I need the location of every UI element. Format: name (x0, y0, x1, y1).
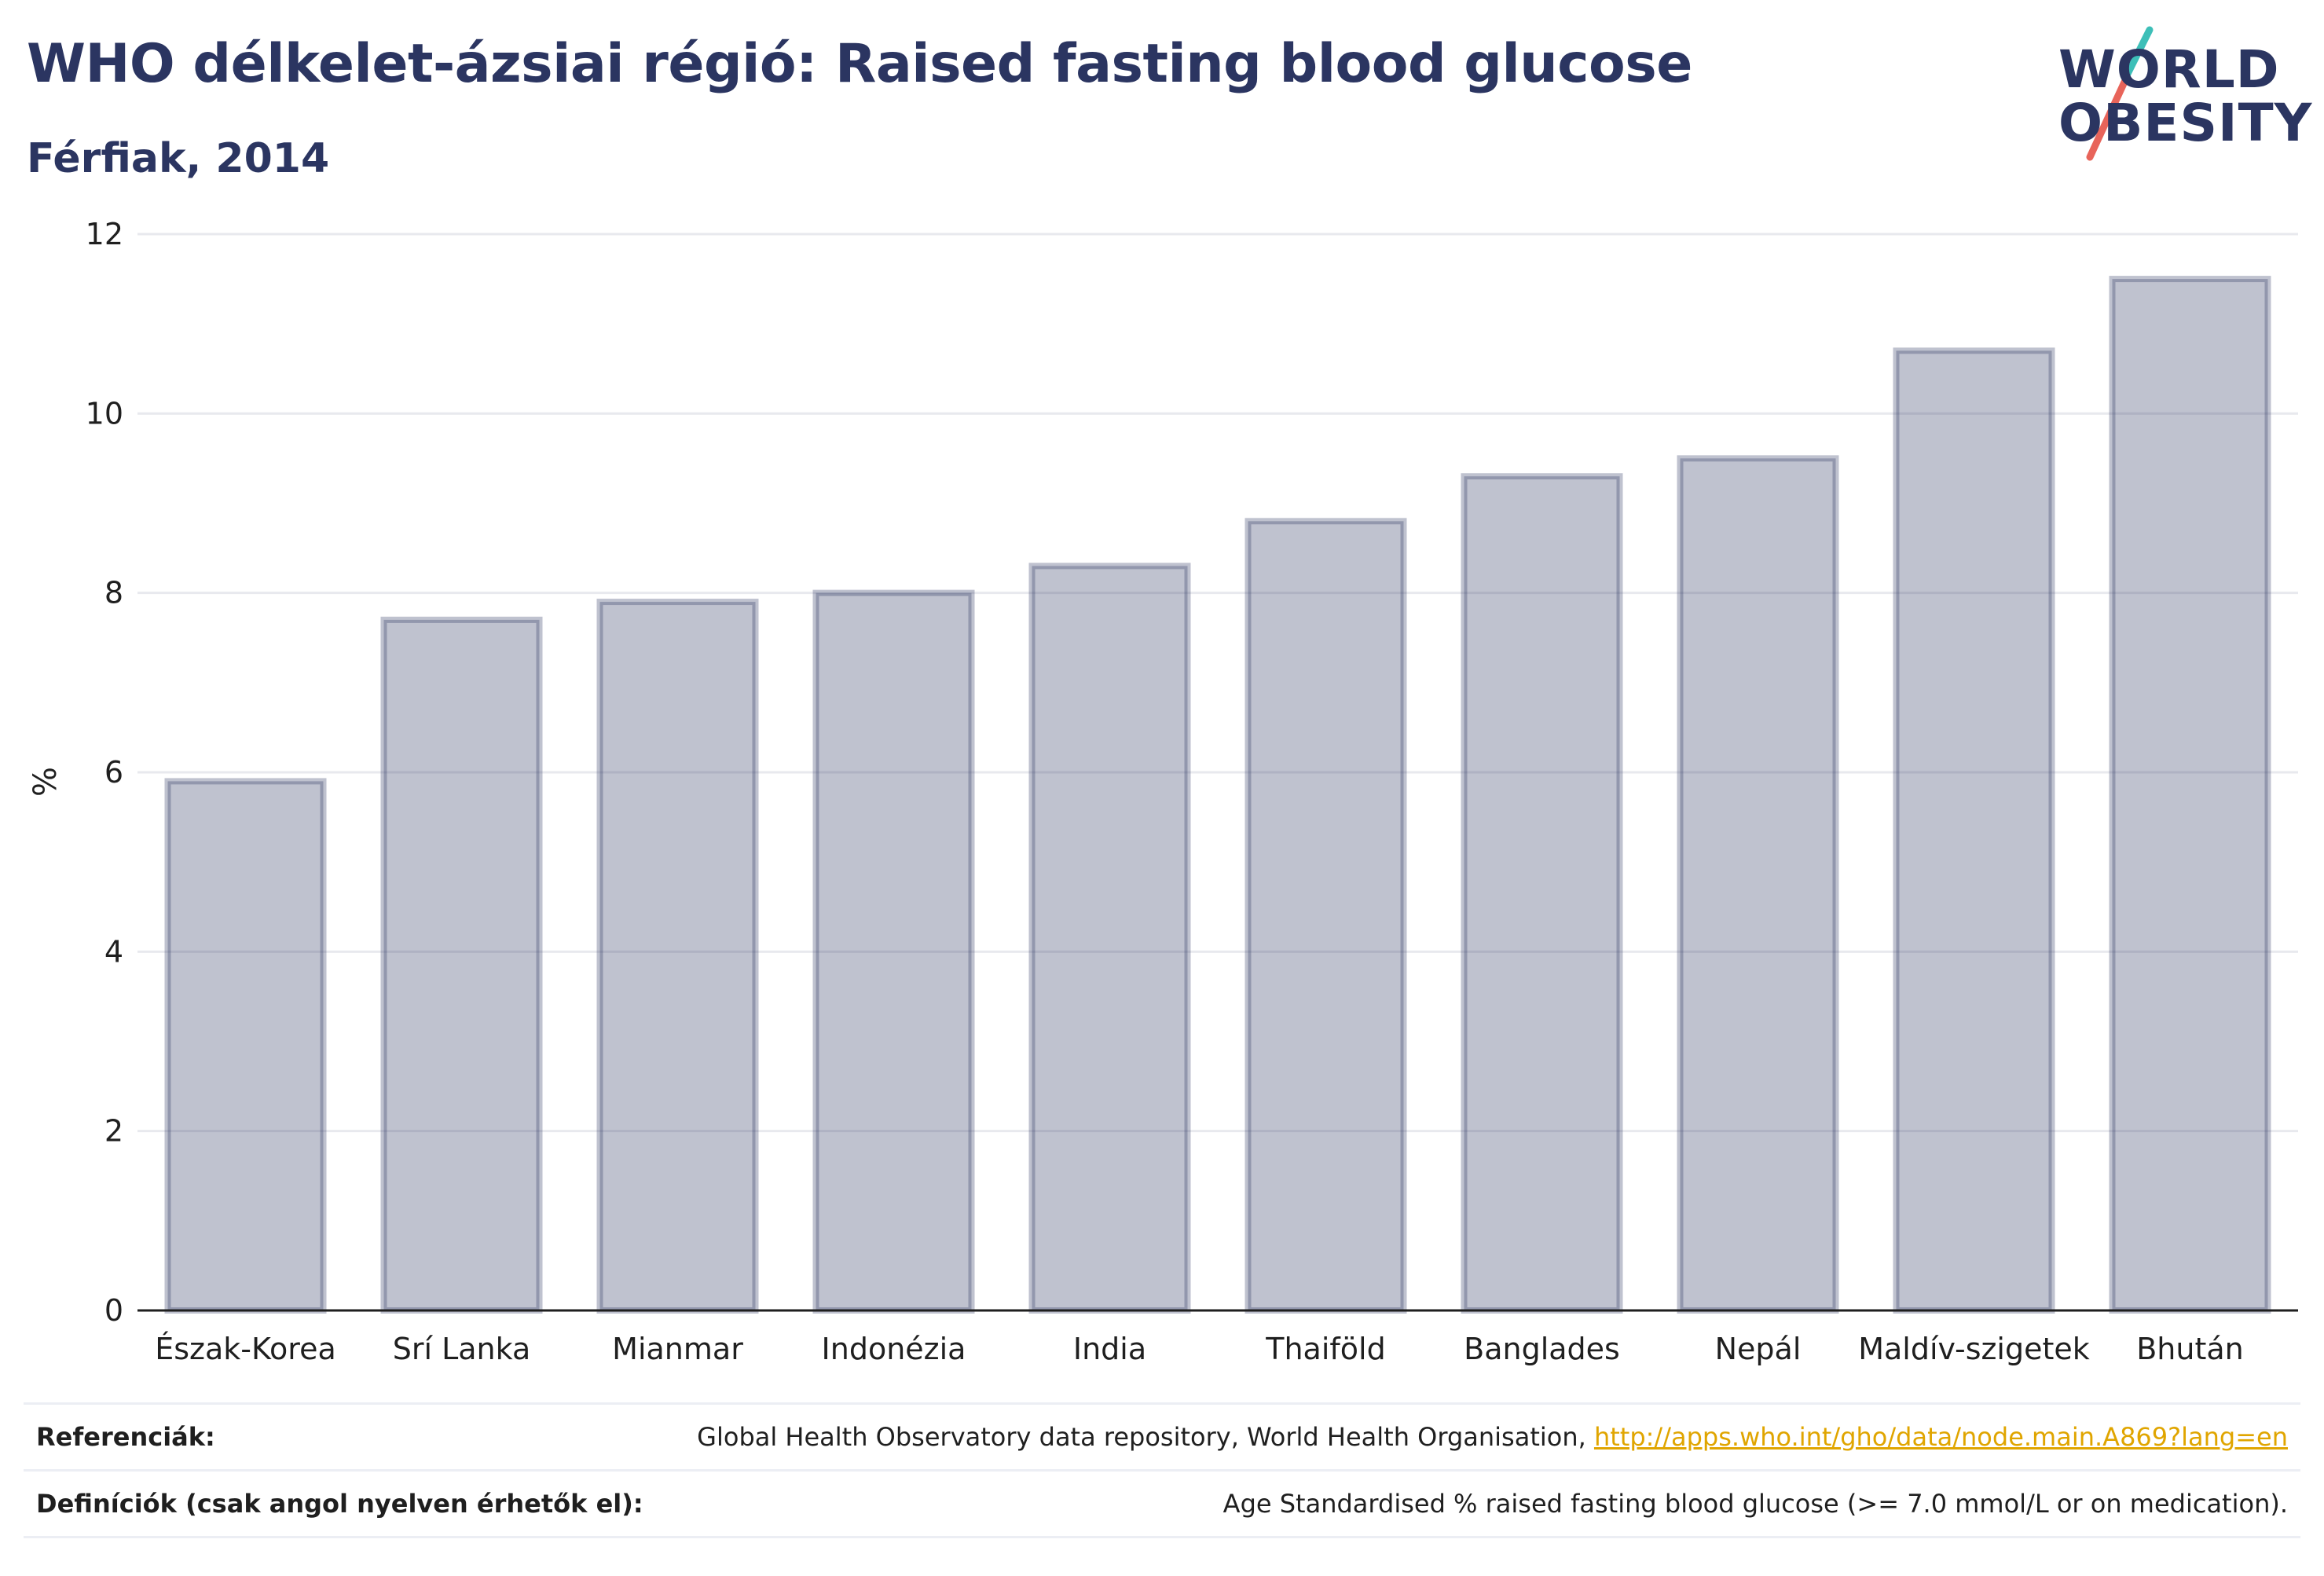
bar (164, 778, 327, 1314)
x-tick-label: Észak-Korea (155, 1332, 336, 1366)
y-tick-label: 8 (104, 576, 123, 610)
bar (596, 599, 759, 1314)
x-tick-label: Bhután (2136, 1332, 2244, 1366)
reference-row: Referenciák: Global Health Observatory d… (24, 1402, 2300, 1469)
y-tick-label: 4 (104, 934, 123, 969)
reference-table: Referenciák: Global Health Observatory d… (24, 1402, 2300, 1538)
reference-value: Global Health Observatory data repositor… (697, 1422, 2288, 1452)
tick-labels: 0 2 4 6 8 10 12 Észak-Korea Srí Lanka Mianmar Indo… (86, 217, 2244, 1366)
bar (1244, 518, 1407, 1314)
bar (1028, 563, 1191, 1314)
bar (2109, 276, 2271, 1314)
x-tick-label: Mianmar (612, 1332, 743, 1366)
x-tick-label: Nepál (1715, 1332, 1802, 1366)
y-tick-label: 0 (104, 1293, 123, 1328)
definition-label: Definíciók (csak angol nyelven érhetők e… (36, 1489, 643, 1519)
y-tick-label: 12 (86, 217, 123, 251)
bar (812, 589, 975, 1314)
bars (164, 276, 2271, 1314)
chart-title: WHO délkelet-ázsiai régió: Raised fastin… (27, 33, 1692, 95)
y-tick-label: 2 (104, 1114, 123, 1149)
reference-text: Global Health Observatory data repositor… (697, 1422, 1594, 1452)
chart-subtitle: Férfiak, 2014 (27, 135, 330, 182)
reference-link[interactable]: http://apps.who.int/gho/data/node.main.A… (1593, 1422, 2288, 1452)
y-tick-label: 10 (86, 396, 123, 431)
bar-chart: 0 2 4 6 8 10 12 Észak-Korea Srí Lanka Mianmar Indo… (86, 217, 2298, 1366)
reference-label: Referenciák: (36, 1422, 215, 1452)
definition-value: Age Standardised % raised fasting blood … (1222, 1489, 2288, 1519)
x-tick-label: India (1073, 1332, 1146, 1366)
definition-row: Definíciók (csak angol nyelven érhetők e… (24, 1469, 2300, 1538)
bar (1893, 347, 2055, 1314)
logo-text-world: WORLD (2058, 39, 2280, 100)
x-tick-label: Maldív-szigetek (1858, 1332, 2090, 1366)
x-tick-label: Banglades (1464, 1332, 1620, 1366)
bar (1677, 455, 1839, 1314)
x-tick-label: Thaiföld (1265, 1332, 1385, 1366)
world-obesity-logo: WORLD OBESITY (2043, 24, 2313, 169)
x-tick-label: Srí Lanka (393, 1332, 531, 1366)
bar (380, 616, 543, 1314)
bar (1461, 473, 1623, 1314)
y-tick-label: 6 (104, 755, 123, 790)
x-tick-label: Indonézia (822, 1332, 966, 1366)
logo-slash-icon (2086, 26, 2154, 161)
logo-text-obesity: OBESITY (2058, 93, 2313, 153)
grid-lines (137, 233, 2298, 1133)
